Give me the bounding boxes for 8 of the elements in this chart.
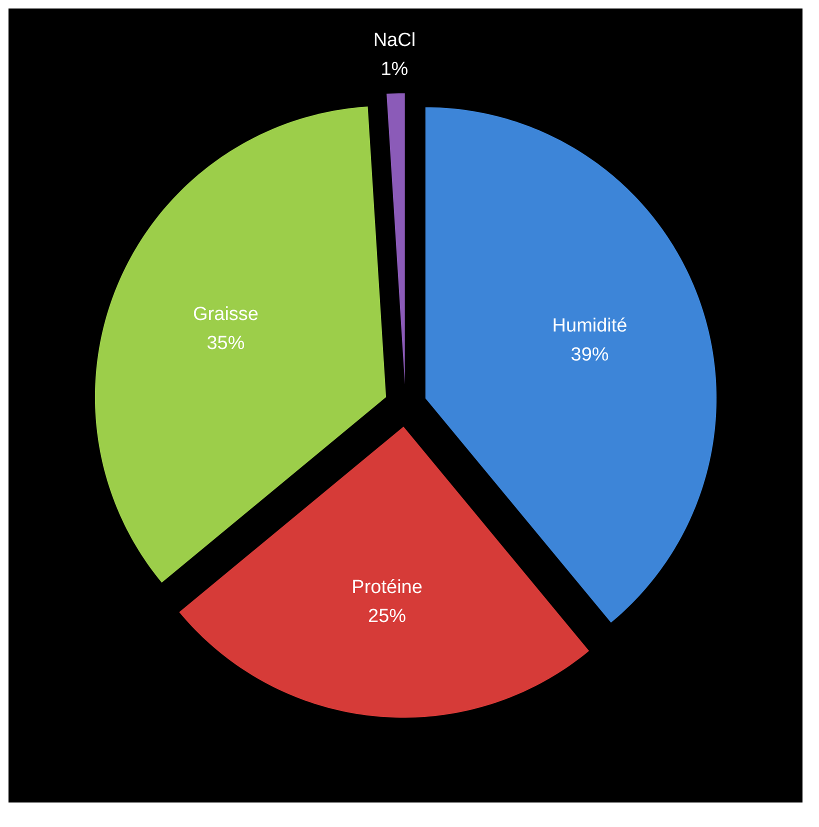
data-label: 35% <box>206 333 245 354</box>
data-label: 25% <box>368 606 406 627</box>
slice-label: NaCl <box>373 30 416 51</box>
slice-label: Graisse <box>193 304 258 325</box>
slice-label: Protéine <box>352 576 422 598</box>
data-label: 1% <box>380 59 408 80</box>
data-label: 39% <box>570 344 609 366</box>
slice-label: Humidité <box>552 315 628 336</box>
